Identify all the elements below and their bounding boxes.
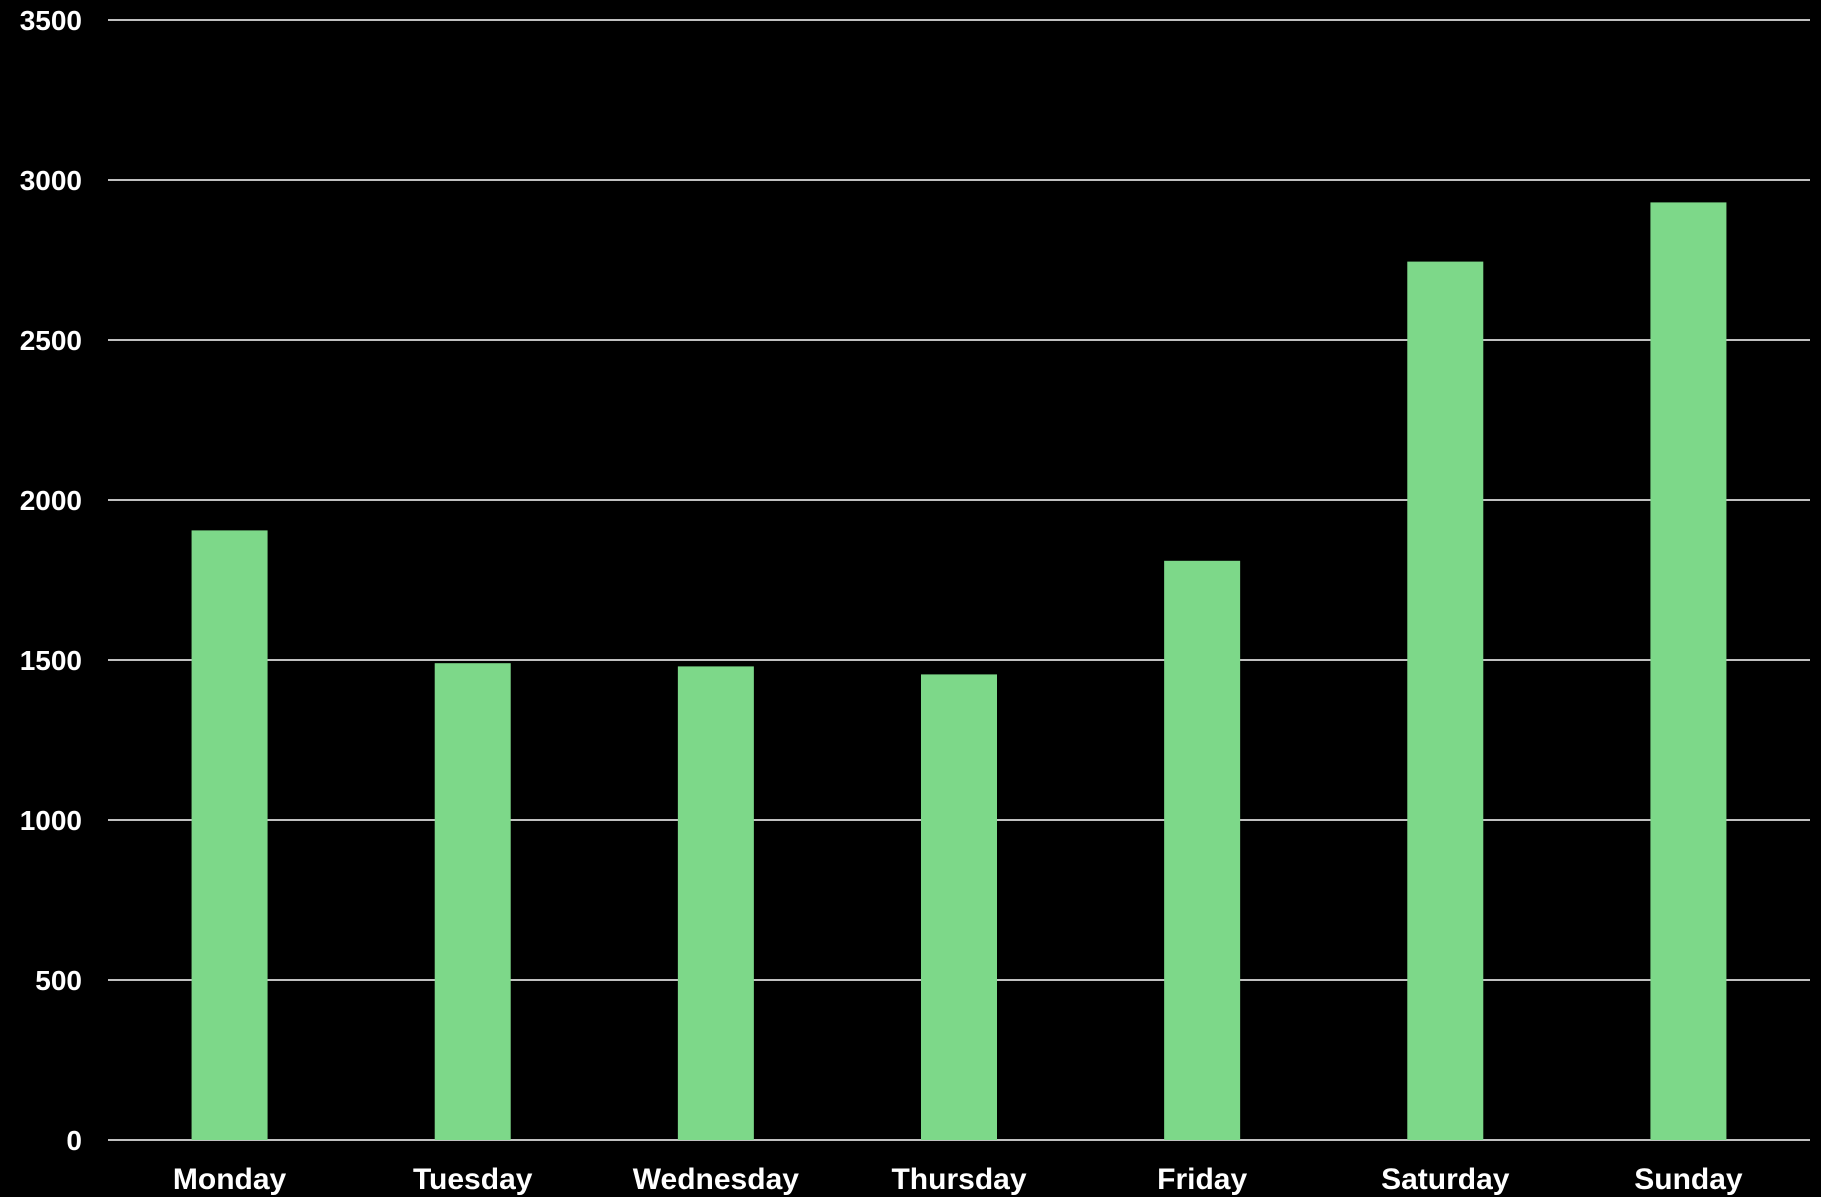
y-tick-label: 3000	[20, 165, 82, 196]
x-tick-label-friday: Friday	[1157, 1163, 1247, 1196]
x-tick-label-tuesday: Tuesday	[413, 1163, 533, 1196]
x-tick-label-thursday: Thursday	[891, 1163, 1026, 1196]
bar-sunday	[1650, 202, 1727, 1140]
y-tick-label: 2000	[20, 485, 82, 516]
bar-saturday	[1407, 261, 1484, 1141]
x-tick-label-sunday: Sunday	[1634, 1163, 1743, 1196]
y-tick-label: 1000	[20, 805, 82, 836]
bars	[191, 202, 1727, 1141]
x-tick-label-saturday: Saturday	[1381, 1163, 1510, 1196]
y-tick-label: 2500	[20, 325, 82, 356]
y-tick-label: 3500	[20, 5, 82, 36]
y-tick-label: 500	[35, 965, 82, 996]
bar-monday	[191, 530, 268, 1140]
y-tick-label: 0	[66, 1125, 82, 1156]
bar-friday	[1164, 560, 1241, 1140]
x-axis-tick-labels: Monday Tuesday Wednesday Thursday Friday Satu…	[173, 1163, 1743, 1196]
bar-wednesday	[677, 666, 754, 1140]
x-tick-label-wednesday: Wednesday	[633, 1163, 799, 1196]
x-tick-label-monday: Monday	[173, 1163, 287, 1196]
bar-thursday	[921, 674, 997, 1140]
y-axis-tick-labels: 0 500 1000 1500 2000 2500 3000 3500	[20, 5, 82, 1156]
y-tick-label: 1500	[20, 645, 82, 676]
bar-tuesday	[434, 663, 511, 1140]
